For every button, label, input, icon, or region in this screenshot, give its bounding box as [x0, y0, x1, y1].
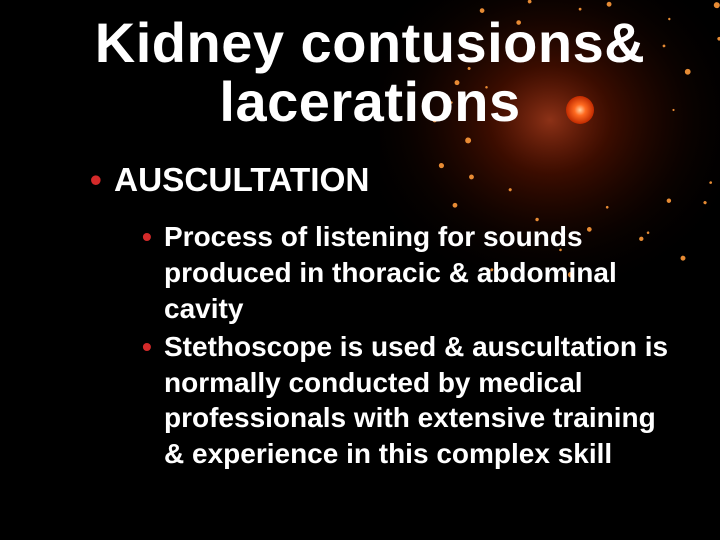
bullet-l2-label: Process of listening for sounds produced…	[164, 221, 617, 324]
slide-title: Kidney contusions& lacerations	[60, 0, 680, 132]
bullet-l2-label: Stethoscope is used & auscultation is no…	[164, 331, 668, 469]
bullet-list-level-1: AUSCULTATION Process of listening for so…	[60, 160, 680, 472]
bullet-l2-item: Stethoscope is used & auscultation is no…	[142, 329, 680, 472]
slide-content: Kidney contusions& lacerations AUSCULTAT…	[0, 0, 720, 472]
bullet-l1-item: AUSCULTATION Process of listening for so…	[90, 160, 680, 472]
bullet-l1-label: AUSCULTATION	[114, 162, 369, 199]
bullet-list-level-2: Process of listening for sounds produced…	[114, 219, 680, 472]
bullet-l2-item: Process of listening for sounds produced…	[142, 219, 680, 326]
